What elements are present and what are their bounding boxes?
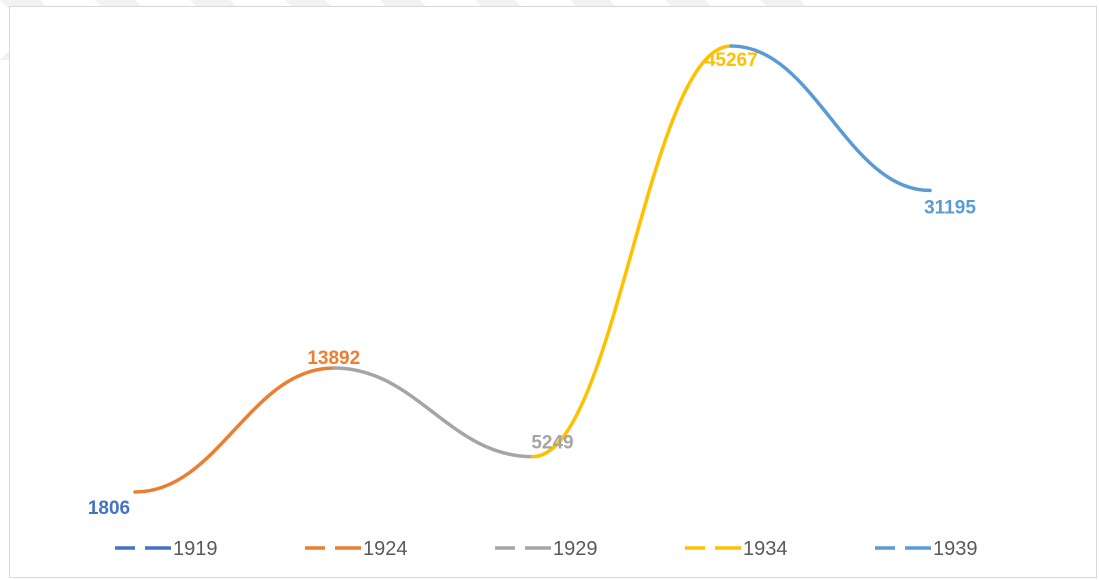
legend-item-1934: 1934 — [685, 538, 788, 560]
line-segment-1924 — [133, 366, 336, 494]
legend-label: 1919 — [173, 538, 218, 560]
data-label-1939: 31195 — [924, 197, 976, 218]
legend-item-1919: 1919 — [115, 538, 218, 560]
line-segment-1929 — [332, 366, 535, 459]
legend-label: 1934 — [743, 538, 788, 560]
data-label-1929: 5249 — [531, 433, 573, 454]
series-lines — [133, 44, 932, 494]
legend-item-1929: 1929 — [495, 538, 598, 560]
legend-item-1939: 1939 — [875, 538, 978, 560]
legend: 1919 1924 1929 1934 1939 — [115, 538, 978, 560]
legend-label: 1939 — [933, 538, 978, 560]
legend-item-1924: 1924 — [305, 538, 408, 560]
data-labels: 1806 13892 5249 45267 31195 — [88, 50, 976, 519]
legend-label: 1929 — [553, 538, 598, 560]
line-segment-1934 — [530, 44, 733, 459]
legend-label: 1924 — [363, 538, 408, 560]
chart-frame — [9, 6, 1097, 578]
data-label-1924: 13892 — [307, 348, 360, 369]
line-segment-1939 — [729, 44, 932, 193]
data-label-1919: 1806 — [88, 498, 130, 519]
data-label-1934: 45267 — [705, 50, 758, 71]
